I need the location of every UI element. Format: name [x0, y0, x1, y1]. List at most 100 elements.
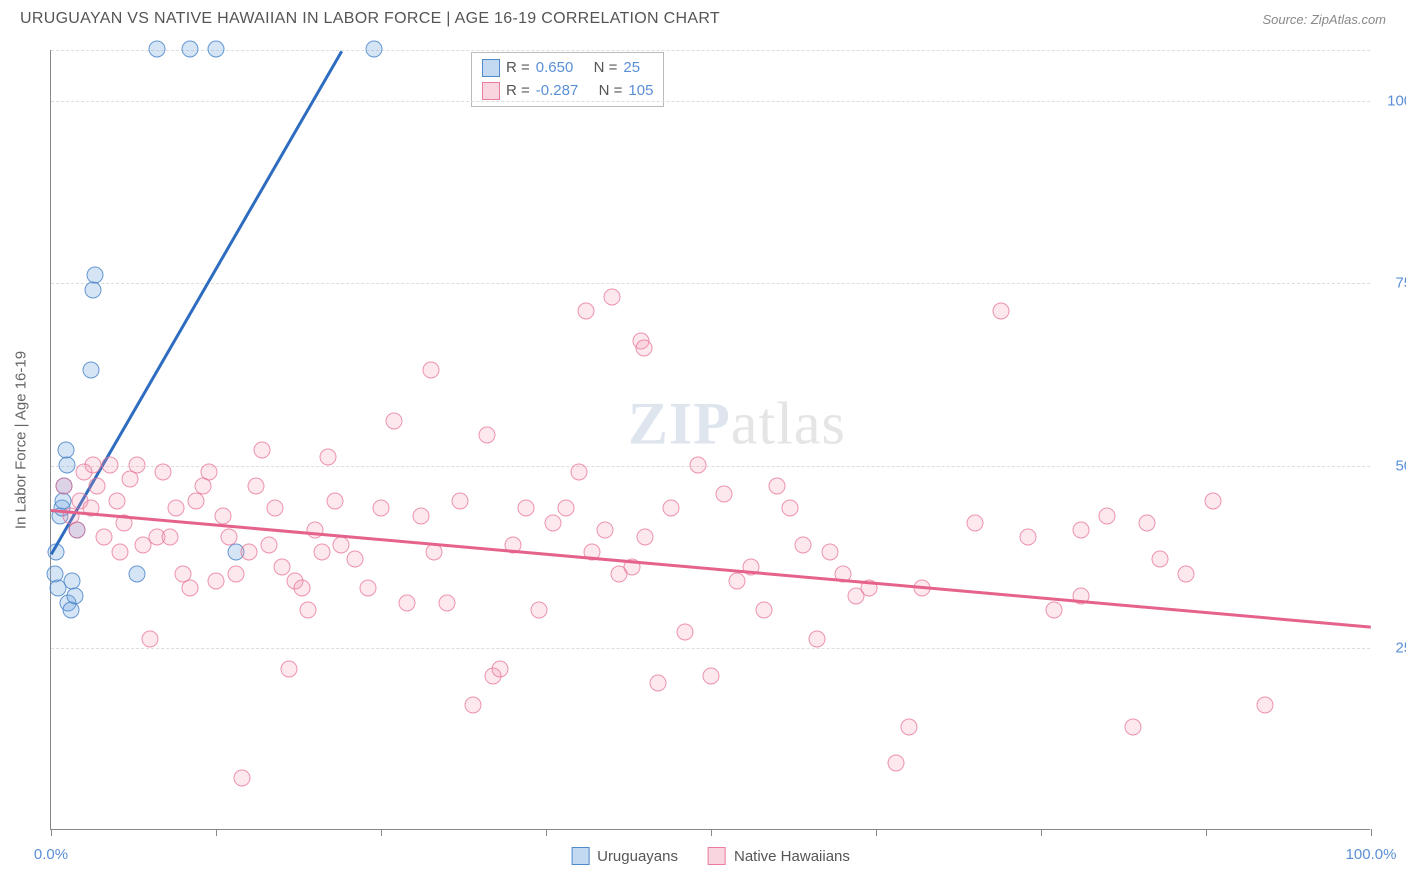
data-point	[89, 478, 106, 495]
data-point	[1019, 529, 1036, 546]
chart-title: URUGUAYAN VS NATIVE HAWAIIAN IN LABOR FO…	[20, 10, 720, 28]
data-point	[729, 573, 746, 590]
x-tick-label: 100.0%	[1346, 846, 1397, 863]
watermark: ZIPatlas	[628, 389, 846, 458]
data-point	[518, 500, 535, 517]
data-point	[821, 544, 838, 561]
data-point	[373, 500, 390, 517]
data-point	[221, 529, 238, 546]
gridline	[51, 466, 1370, 467]
data-point	[423, 361, 440, 378]
data-point	[676, 624, 693, 641]
data-point	[161, 529, 178, 546]
y-tick-label: 25.0%	[1378, 639, 1406, 656]
data-point	[399, 595, 416, 612]
data-point	[194, 478, 211, 495]
data-point	[148, 41, 165, 58]
data-point	[155, 463, 172, 480]
x-tick	[216, 829, 217, 836]
data-point	[967, 514, 984, 531]
swatch-blue-icon	[482, 59, 500, 77]
data-point	[359, 580, 376, 597]
data-point	[465, 697, 482, 714]
data-point	[227, 565, 244, 582]
data-point	[716, 485, 733, 502]
data-point	[439, 595, 456, 612]
data-point	[571, 463, 588, 480]
data-point	[201, 463, 218, 480]
data-point	[86, 266, 103, 283]
data-point	[95, 529, 112, 546]
x-tick-label: 0.0%	[34, 846, 68, 863]
x-tick	[1206, 829, 1207, 836]
data-point	[604, 288, 621, 305]
data-point	[1151, 551, 1168, 568]
x-tick	[711, 829, 712, 836]
data-point	[82, 361, 99, 378]
data-point	[1125, 718, 1142, 735]
data-point	[366, 41, 383, 58]
gridline	[51, 283, 1370, 284]
x-tick	[1371, 829, 1372, 836]
data-point	[234, 769, 251, 786]
swatch-blue-icon	[571, 847, 589, 865]
r-value-blue: 0.650	[536, 57, 574, 80]
data-point	[887, 755, 904, 772]
source-attribution: Source: ZipAtlas.com	[1262, 12, 1386, 27]
data-point	[597, 522, 614, 539]
data-point	[267, 500, 284, 517]
data-point	[491, 660, 508, 677]
data-point	[557, 500, 574, 517]
data-point	[1138, 514, 1155, 531]
gridline	[51, 101, 1370, 102]
data-point	[188, 492, 205, 509]
legend-item-uruguayans: Uruguayans	[571, 847, 678, 865]
gridline	[51, 648, 1370, 649]
x-tick	[51, 829, 52, 836]
data-point	[1178, 565, 1195, 582]
data-point	[128, 456, 145, 473]
data-point	[544, 514, 561, 531]
data-point	[307, 522, 324, 539]
data-point	[795, 536, 812, 553]
data-point	[241, 544, 258, 561]
data-point	[254, 441, 271, 458]
stats-row-uruguayans: R = 0.650 N = 25	[482, 57, 653, 80]
data-point	[993, 303, 1010, 320]
data-point	[181, 41, 198, 58]
x-tick	[1041, 829, 1042, 836]
data-point	[128, 565, 145, 582]
data-point	[577, 303, 594, 320]
data-point	[1204, 492, 1221, 509]
gridline	[51, 50, 1370, 51]
data-point	[122, 471, 139, 488]
data-point	[56, 478, 73, 495]
data-point	[62, 602, 79, 619]
data-point	[214, 507, 231, 524]
data-point	[260, 536, 277, 553]
legend-item-hawaiians: Native Hawaiians	[708, 847, 850, 865]
n-value-pink: 105	[628, 80, 653, 103]
stats-legend: R = 0.650 N = 25 R = -0.287 N = 105	[471, 52, 664, 107]
data-point	[111, 544, 128, 561]
data-point	[782, 500, 799, 517]
data-point	[168, 500, 185, 517]
y-tick-label: 50.0%	[1378, 457, 1406, 474]
swatch-pink-icon	[482, 82, 500, 100]
data-point	[531, 602, 548, 619]
x-tick	[546, 829, 547, 836]
data-point	[635, 339, 652, 356]
y-tick-label: 75.0%	[1378, 275, 1406, 292]
data-point	[69, 522, 86, 539]
x-tick	[381, 829, 382, 836]
data-point	[901, 718, 918, 735]
data-point	[412, 507, 429, 524]
data-point	[102, 456, 119, 473]
data-point	[663, 500, 680, 517]
trend-line	[51, 509, 1371, 628]
scatter-chart: ZIPatlas In Labor Force | Age 16-19 R = …	[50, 50, 1370, 830]
data-point	[346, 551, 363, 568]
series-legend: Uruguayans Native Hawaiians	[571, 847, 850, 865]
data-point	[1046, 602, 1063, 619]
data-point	[85, 281, 102, 298]
